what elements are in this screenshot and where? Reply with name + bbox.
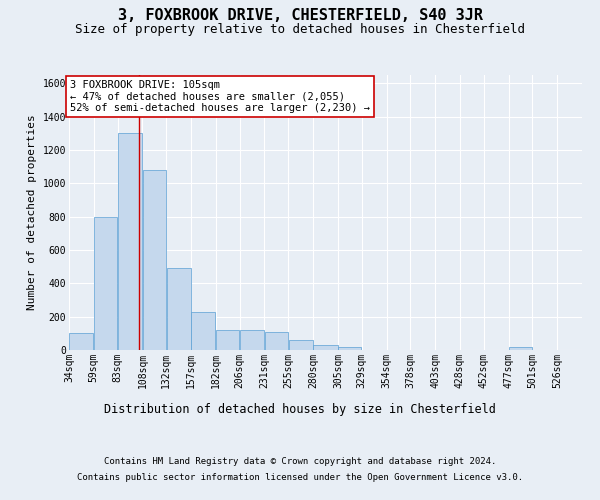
Text: Size of property relative to detached houses in Chesterfield: Size of property relative to detached ho… [75, 22, 525, 36]
Text: Contains public sector information licensed under the Open Government Licence v3: Contains public sector information licen… [77, 472, 523, 482]
Bar [143, 170, 166, 350]
Bar [94, 216, 117, 350]
Bar [191, 312, 215, 350]
Bar [216, 330, 239, 350]
Text: Contains HM Land Registry data © Crown copyright and database right 2024.: Contains HM Land Registry data © Crown c… [104, 458, 496, 466]
Bar [338, 346, 361, 350]
Text: 3, FOXBROOK DRIVE, CHESTERFIELD, S40 3JR: 3, FOXBROOK DRIVE, CHESTERFIELD, S40 3JR [118, 8, 482, 22]
Bar [313, 345, 338, 350]
Y-axis label: Number of detached properties: Number of detached properties [27, 114, 37, 310]
Bar [289, 340, 313, 350]
Bar [240, 330, 264, 350]
Bar [509, 346, 532, 350]
Text: 3 FOXBROOK DRIVE: 105sqm
← 47% of detached houses are smaller (2,055)
52% of sem: 3 FOXBROOK DRIVE: 105sqm ← 47% of detach… [70, 80, 370, 113]
Text: Distribution of detached houses by size in Chesterfield: Distribution of detached houses by size … [104, 402, 496, 415]
Bar [70, 334, 94, 350]
Bar [118, 134, 142, 350]
Bar [265, 332, 288, 350]
Bar [167, 268, 191, 350]
